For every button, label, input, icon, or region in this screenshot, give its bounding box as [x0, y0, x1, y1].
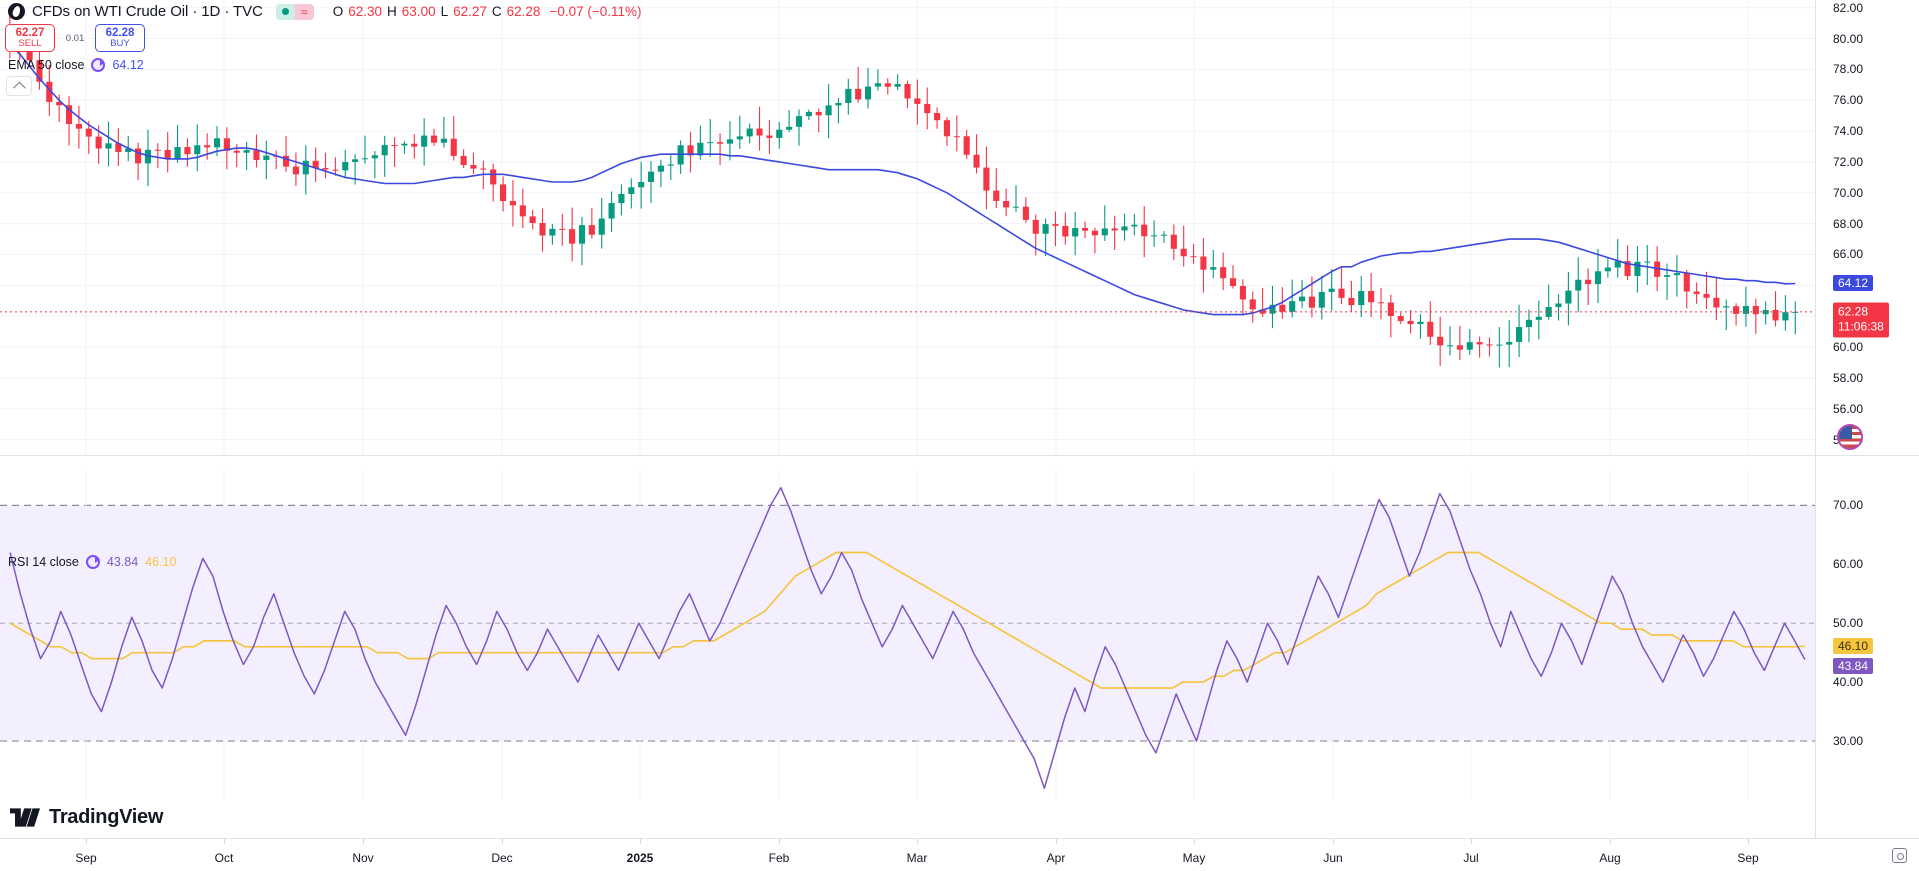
time-axis-label: Apr [1046, 851, 1066, 865]
tradingview-logo-icon [10, 808, 40, 827]
time-axis-label: Jul [1463, 851, 1479, 865]
time-axis-label: May [1182, 851, 1206, 865]
price-tick-label: 78.00 [1833, 62, 1864, 77]
price-tick-label: 74.00 [1833, 124, 1864, 139]
trade-widget: 62.27 SELL 0.01 62.28 BUY [5, 24, 145, 52]
time-axis-label: Sep [1737, 851, 1759, 865]
high-value: 63.00 [401, 4, 436, 19]
wti-crude-logo-icon [8, 3, 25, 20]
open-value: 62.30 [348, 4, 383, 19]
chart-header-legend: CFDs on WTI Crude Oil · 1D · TVC ≈ O 62.3… [8, 3, 642, 20]
open-label: O [332, 4, 344, 19]
ema-indicator-legend[interactable]: EMA 50 close 64.12 [8, 58, 144, 72]
price-tick-label: 60.00 [1833, 340, 1864, 355]
time-tick [363, 839, 364, 844]
time-tick [1194, 839, 1195, 844]
symbol-title[interactable]: CFDs on WTI Crude Oil · 1D · TVC [32, 3, 263, 20]
price-tick-label: 58.00 [1833, 370, 1864, 385]
bar-countdown: 11:06:38 [1838, 319, 1884, 334]
price-tick-label: 56.00 [1833, 401, 1864, 416]
tradingview-wordmark: TradingView [49, 806, 164, 828]
ema-indicator-value: 64.12 [112, 58, 144, 72]
pane-divider[interactable] [0, 455, 1919, 456]
refresh-icon[interactable] [91, 58, 106, 72]
sell-button[interactable]: 62.27 SELL [5, 24, 55, 52]
time-axis-label: Aug [1599, 851, 1621, 865]
last-price-badge[interactable]: 62.28 11:06:38 [1833, 302, 1889, 338]
rsi-axis[interactable]: 70.00 60.00 50.00 40.00 30.00 46.10 43.84 [1815, 470, 1919, 800]
last-price-value: 62.28 [1838, 304, 1869, 319]
time-axis[interactable]: Sep Oct Nov Dec 2025 Feb Mar Apr May Jun Jul Aug Sep [0, 838, 1919, 871]
time-tick [917, 839, 918, 844]
time-axis-label: Oct [214, 851, 234, 865]
refresh-icon[interactable] [85, 555, 100, 569]
buy-button[interactable]: 62.28 BUY [95, 24, 145, 52]
rsi-tick-label: 50.00 [1833, 616, 1864, 631]
market-open-dot-icon [275, 3, 295, 20]
ema-indicator-name: EMA 50 close [8, 58, 85, 72]
price-tick-label: 72.00 [1833, 154, 1864, 169]
price-tick-label: 68.00 [1833, 216, 1864, 231]
price-tick-label: 66.00 [1833, 247, 1864, 262]
price-tick-label: 80.00 [1833, 31, 1864, 46]
rsi-chart-pane[interactable] [0, 470, 1815, 800]
time-tick [1056, 839, 1057, 844]
low-value: 62.27 [453, 4, 487, 19]
tradingview-watermark: TradingView [10, 806, 163, 829]
time-axis-label: Sep [75, 851, 97, 865]
rsi-value-badge[interactable]: 43.84 [1833, 657, 1874, 674]
time-tick [1471, 839, 1472, 844]
time-axis-label: Mar [906, 851, 928, 865]
price-tick-label: 82.00 [1833, 0, 1864, 15]
axis-separator [1815, 0, 1816, 838]
time-axis-label: Dec [491, 851, 513, 865]
time-tick [502, 839, 503, 844]
time-tick [1748, 839, 1749, 844]
ema-price-badge[interactable]: 64.12 [1833, 275, 1874, 292]
time-axis-label: 2025 [626, 851, 654, 865]
chevron-up-icon [12, 81, 26, 94]
ohlc-values: O 62.30 H 63.00 L 62.27 C 62.28 −0.07 (−0.11… [333, 4, 642, 19]
time-tick [779, 839, 780, 844]
price-tick-label: 70.00 [1833, 185, 1864, 200]
time-tick [86, 839, 87, 844]
time-axis-label: Nov [352, 851, 374, 865]
low-label: L [440, 4, 449, 19]
rsi-ma-badge[interactable]: 46.10 [1833, 638, 1874, 655]
rsi-indicator-value: 43.84 [106, 555, 139, 569]
price-axis[interactable]: 82.00 80.00 78.00 76.00 74.00 72.00 70.00 68.00… [1815, 0, 1919, 455]
rsi-ma-value: 46.10 [145, 555, 177, 569]
us-flag-icon[interactable] [1837, 424, 1863, 450]
buy-label: BUY [110, 38, 130, 50]
price-chart-pane[interactable] [0, 0, 1815, 455]
time-axis-label: Feb [768, 851, 790, 865]
rsi-indicator-legend[interactable]: RSI 14 close 43.84 46.10 [8, 555, 176, 569]
buy-price: 62.28 [105, 26, 135, 39]
change-value: −0.07 (−0.11%) [549, 4, 642, 19]
collapse-pane-button[interactable] [6, 76, 32, 96]
time-tick [224, 839, 225, 844]
rsi-tick-label: 70.00 [1833, 498, 1864, 513]
price-tick-label: 76.00 [1833, 93, 1864, 108]
high-label: H [387, 4, 397, 19]
close-value: 62.28 [506, 4, 541, 19]
spread-value: 0.01 [65, 32, 85, 44]
rsi-indicator-name: RSI 14 close [8, 555, 79, 569]
rsi-tick-label: 30.00 [1833, 734, 1864, 749]
sell-price: 62.27 [15, 26, 45, 39]
rsi-tick-label: 60.00 [1833, 557, 1864, 572]
gear-icon[interactable] [1892, 848, 1907, 863]
rsi-tick-label: 40.00 [1833, 675, 1864, 690]
time-axis-label: Jun [1323, 851, 1343, 865]
time-tick [1610, 839, 1611, 844]
sell-label: SELL [18, 38, 42, 50]
market-status-pill[interactable]: ≈ [275, 3, 314, 20]
time-tick [1333, 839, 1334, 844]
time-tick [640, 839, 641, 844]
close-label: C [491, 4, 502, 19]
market-delayed-wave-icon: ≈ [294, 3, 314, 20]
